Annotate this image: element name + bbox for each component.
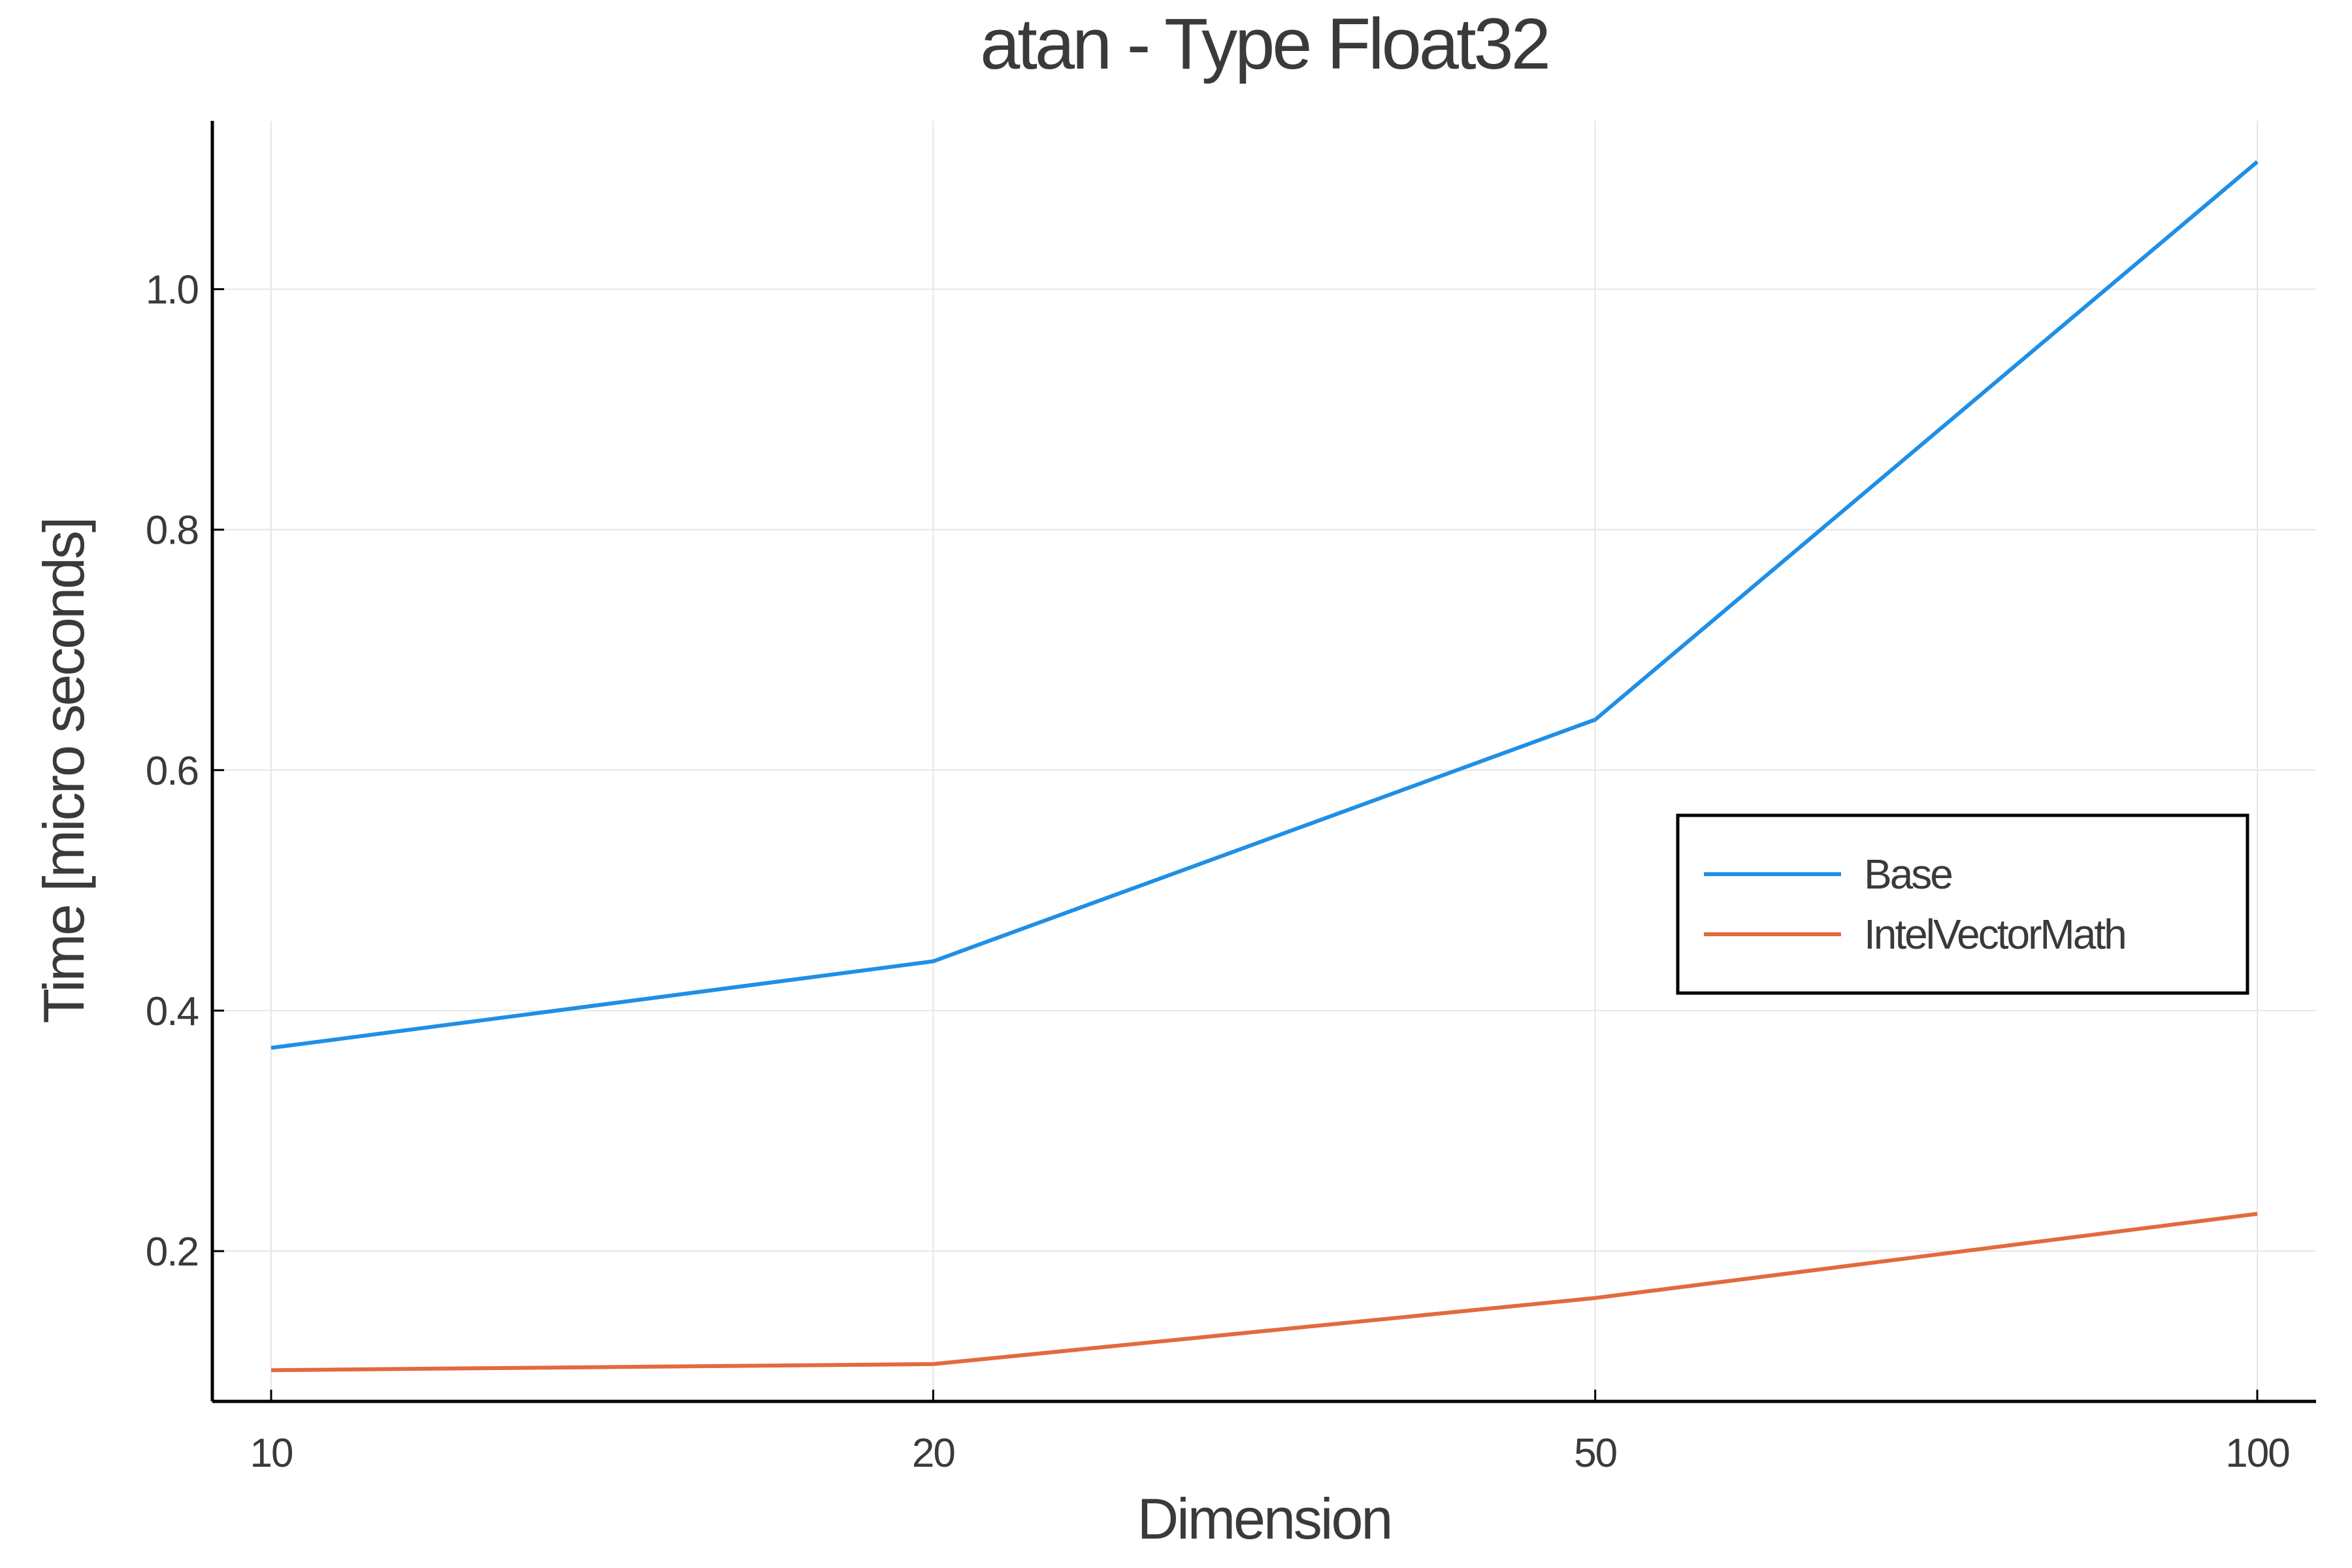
y-tick-label: 1.0: [146, 268, 199, 313]
x-axis-label: Dimension: [1137, 1486, 1392, 1551]
chart-title: atan - Type Float32: [980, 4, 1548, 84]
series-line-base: [270, 160, 2259, 1050]
series-line-intelvectormath: [270, 1211, 2258, 1373]
x-tick-label: 20: [912, 1431, 955, 1476]
y-tick-label: 0.4: [146, 989, 199, 1034]
y-tick-label: 0.6: [146, 749, 198, 794]
x-tick-label: 50: [1574, 1431, 1616, 1476]
series-lines: [270, 160, 2259, 1373]
x-tick-label: 10: [250, 1431, 293, 1476]
axes: [210, 121, 2316, 1403]
tick-labels: 10 20 50 100 0.2 0.4 0.6 0.8 1.0: [146, 268, 2291, 1476]
legend-label-intelvectormath: IntelVectorMath: [1864, 911, 2125, 958]
y-tick-label: 0.8: [146, 508, 198, 553]
legend-label-base: Base: [1864, 851, 1952, 898]
x-tick-label: 100: [2225, 1431, 2289, 1476]
legend-box: [1676, 813, 2249, 995]
y-tick-label: 0.2: [146, 1230, 198, 1275]
legend: Base IntelVectorMath: [1676, 813, 2249, 995]
y-axis-label: Time [micro seconds]: [31, 519, 96, 1024]
